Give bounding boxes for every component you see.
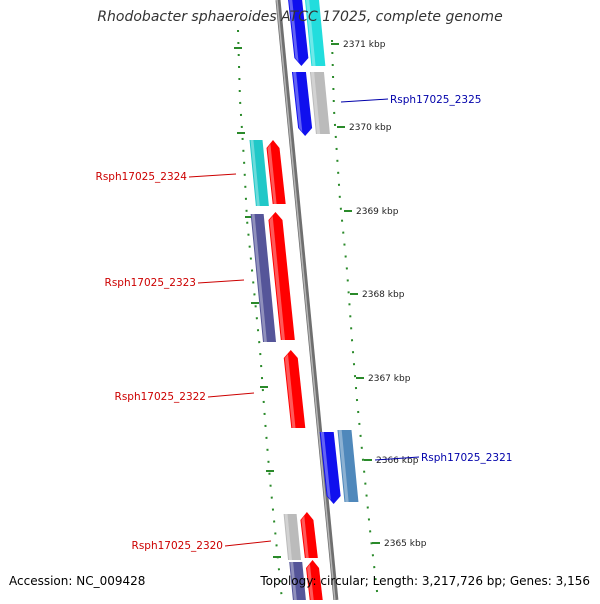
map-title: Rhodobacter sphaeroides ATCC 17025, comp…: [97, 9, 503, 25]
gene-leader-line: [188, 173, 237, 178]
gene-block-2324-a-shade: [250, 140, 260, 206]
gene-block-2320-shade: [301, 516, 309, 558]
ruler-tick-label: 2368 kbp: [362, 290, 405, 300]
ruler-tick-label: 2367 kbp: [368, 374, 411, 384]
gene-block-2320-a: [283, 514, 302, 560]
gene-label: Rsph17025_2325: [390, 94, 481, 106]
right-guide-line: [331, 39, 379, 601]
gene-leader-line: [340, 98, 389, 103]
gene-block-2325-shade: [292, 72, 303, 132]
gene-block-2323: [268, 212, 295, 340]
gene-leader-line: [224, 540, 272, 547]
ruler-tick-label: 2371 kbp: [343, 40, 386, 50]
gene-block-2325-b: [309, 72, 330, 134]
gene-block-2323-a-shade: [251, 214, 267, 342]
gene-block-2324-shade: [267, 144, 277, 204]
gene-block-2321-b-shade: [338, 430, 349, 502]
gene-block-2321-b: [337, 430, 359, 502]
gene-label: Rsph17025_2324: [96, 171, 188, 183]
gene-block-2321: [319, 432, 341, 504]
gene-block-reverse-shade: [289, 0, 299, 62]
gene-block-reverse: [288, 0, 309, 66]
genome-backbone: [275, 0, 339, 601]
gene-block-2324-a: [249, 140, 269, 206]
genome-backbone-highlight: [276, 0, 336, 601]
gene-block-bottom-a-shade: [290, 562, 298, 604]
gene-label: Rsph17025_2322: [115, 391, 206, 403]
gene-block-2320: [300, 512, 318, 558]
gene-block-2323-shade: [269, 216, 286, 340]
gene-block-2322-shade: [284, 354, 296, 428]
gene-label: Rsph17025_2320: [132, 540, 223, 552]
gene-block-2320-a-shade: [284, 514, 292, 560]
gene-block-bottom-b-shade: [307, 564, 315, 604]
ruler-tick-label: 2370 kbp: [349, 123, 392, 133]
left-guide-line: [237, 29, 283, 601]
gene-block-2325: [291, 72, 313, 136]
gene-block-bottom-b: [306, 560, 324, 604]
gene-block-2322: [283, 350, 306, 428]
gene-leader-line: [197, 279, 245, 284]
gene-block-2321-shade: [320, 432, 331, 500]
gene-block-2324: [266, 140, 286, 204]
gene-block-bottom-a: [289, 562, 307, 604]
gene-block-2325-b-shade: [310, 72, 321, 134]
gene-block-reverse: [305, 0, 326, 66]
gene-leader-line: [207, 392, 255, 398]
gene-leader-line: [374, 456, 420, 461]
gene-label: Rsph17025_2321: [421, 452, 512, 464]
accession-text: Accession: NC_009428: [9, 574, 146, 588]
gene-block-2323-a: [250, 214, 277, 342]
ruler-tick-label: 2369 kbp: [356, 207, 399, 217]
gene-label: Rsph17025_2323: [105, 277, 196, 289]
ruler-tick-label: 2365 kbp: [384, 539, 427, 549]
gene-block-reverse-shade: [306, 0, 316, 66]
ruler-tick-label: 2366 kbp: [376, 456, 419, 466]
topology-text: Topology: circular; Length: 3,217,726 bp…: [260, 574, 590, 588]
